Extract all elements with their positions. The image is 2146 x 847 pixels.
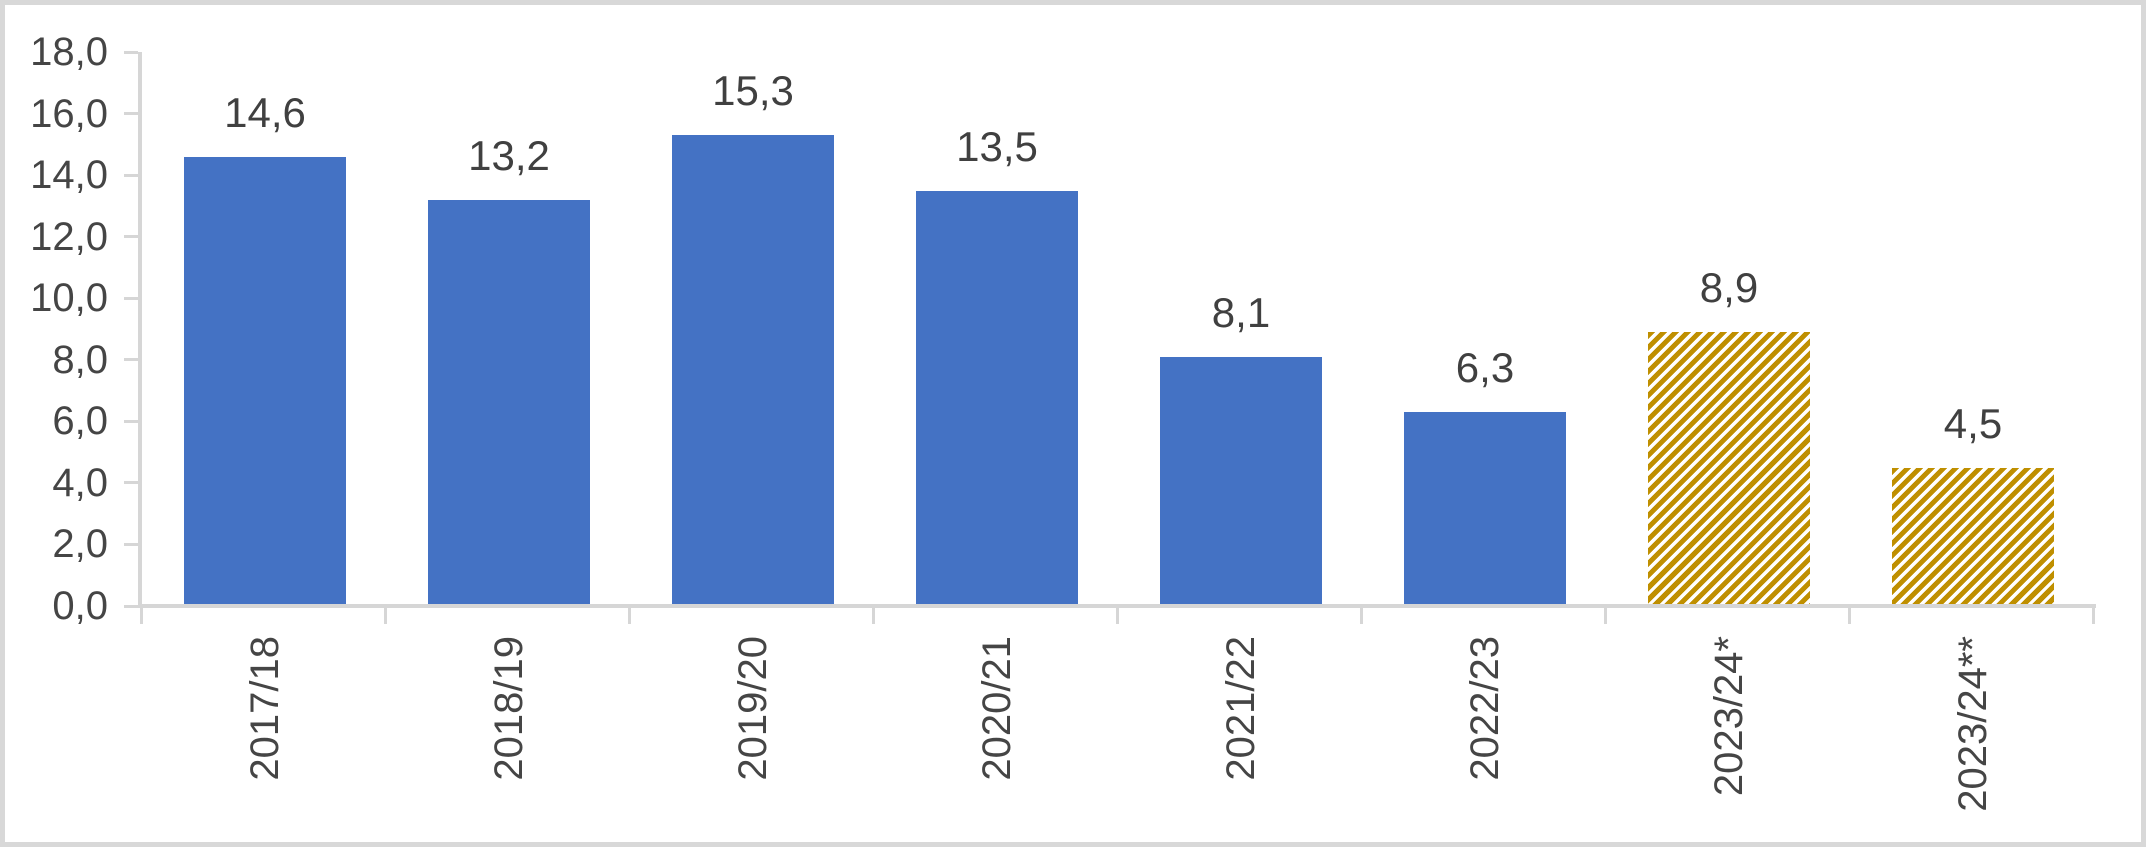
category-label: 2023/24** — [1951, 636, 1995, 812]
y-tick — [124, 542, 138, 546]
x-tick — [2091, 606, 2095, 624]
bar — [428, 200, 590, 604]
value-label: 15,3 — [712, 67, 794, 114]
bar — [1404, 412, 1566, 604]
value-label: 14,6 — [224, 89, 306, 136]
bar — [672, 135, 834, 604]
y-axis-line — [138, 52, 142, 608]
y-tick-label: 2,0 — [52, 522, 108, 567]
bar — [1160, 357, 1322, 604]
x-tick — [383, 606, 387, 624]
y-tick-label: 16,0 — [30, 91, 108, 136]
y-tick-label: 8,0 — [52, 337, 108, 382]
bar — [916, 191, 1078, 604]
y-tick-label: 12,0 — [30, 214, 108, 259]
y-tick-label: 4,0 — [52, 460, 108, 505]
category-label: 2023/24* — [1707, 636, 1751, 797]
value-label: 13,2 — [468, 132, 550, 179]
value-label: 8,9 — [1699, 264, 1759, 311]
category-label: 2019/20 — [731, 636, 775, 781]
value-label: 13,5 — [956, 123, 1038, 170]
category-label: 2022/23 — [1463, 636, 1507, 781]
y-tick — [124, 481, 138, 485]
y-tick-label: 18,0 — [30, 30, 108, 74]
y-tick — [124, 419, 138, 423]
y-tick — [124, 112, 138, 116]
y-tick-label: 14,0 — [30, 153, 108, 198]
x-tick — [627, 606, 631, 624]
category-label: 2017/18 — [243, 636, 287, 781]
y-tick — [124, 358, 138, 362]
value-label: 4,5 — [1943, 400, 2003, 447]
category-label: 2018/19 — [487, 636, 531, 781]
bar — [1648, 332, 1810, 604]
category-label: 2020/21 — [975, 636, 1019, 781]
x-tick — [139, 606, 143, 624]
bar — [1892, 468, 2054, 604]
value-label: 6,3 — [1455, 344, 1515, 391]
y-tick-label: 10,0 — [30, 276, 108, 321]
y-tick — [124, 50, 138, 54]
x-tick — [1115, 606, 1119, 624]
x-tick — [1603, 606, 1607, 624]
x-tick — [1359, 606, 1363, 624]
category-label: 2021/22 — [1219, 636, 1263, 781]
bar — [184, 157, 346, 604]
y-tick-label: 6,0 — [52, 399, 108, 444]
y-tick — [124, 604, 138, 608]
value-label: 8,1 — [1211, 289, 1271, 336]
y-tick-label: 0,0 — [52, 584, 108, 628]
y-tick — [124, 173, 138, 177]
y-tick — [124, 296, 138, 300]
x-tick — [1847, 606, 1851, 624]
y-tick — [124, 235, 138, 239]
x-tick — [871, 606, 875, 624]
